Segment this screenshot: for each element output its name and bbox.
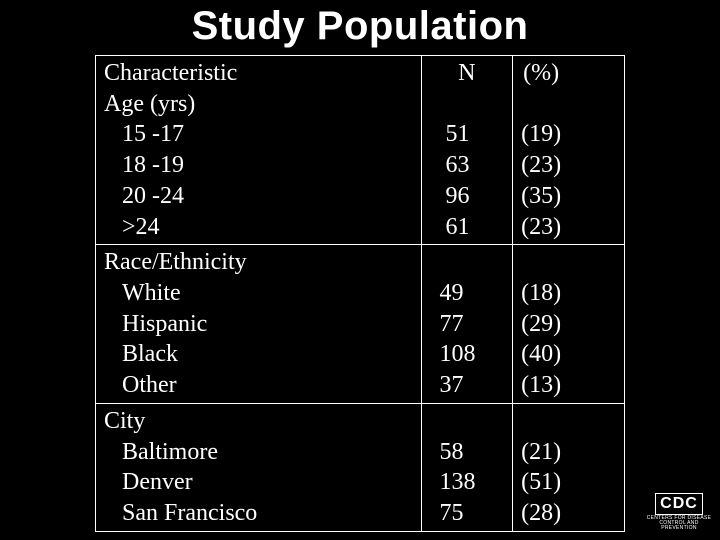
row-label: Other	[104, 370, 413, 401]
col-header-characteristic: Characteristic	[104, 58, 413, 89]
value-pct: (28)	[521, 498, 616, 529]
page-title: Study Population	[20, 4, 700, 49]
value-n: 49	[430, 278, 505, 309]
cell-pct: (18) (29) (40) (13)	[513, 245, 625, 404]
cell-characteristic: Characteristic Age (yrs) 15 -17 18 -19 2…	[96, 56, 422, 245]
cell-pct: (21) (51) (28)	[513, 403, 625, 531]
value-pct: (51)	[521, 467, 616, 498]
cell-n: N 51 63 96 61	[421, 56, 513, 245]
table-row: City Baltimore Denver San Francisco 58 1…	[96, 403, 625, 531]
value-n: 96	[430, 181, 505, 212]
cell-characteristic: City Baltimore Denver San Francisco	[96, 403, 422, 531]
row-label: 15 -17	[104, 119, 413, 150]
table-row: Race/Ethnicity White Hispanic Black Othe…	[96, 245, 625, 404]
value-pct: (29)	[521, 309, 616, 340]
value-n: 37	[430, 370, 505, 401]
cdc-logo-text: CDC	[655, 493, 703, 515]
row-label: Hispanic	[104, 309, 413, 340]
row-label: 18 -19	[104, 150, 413, 181]
value-n: 108	[430, 339, 505, 370]
col-header-n: N	[430, 58, 505, 89]
value-n: 75	[430, 498, 505, 529]
row-label: San Francisco	[104, 498, 413, 529]
cell-n: 58 138 75	[421, 403, 513, 531]
row-label: Black	[104, 339, 413, 370]
value-n: 138	[430, 467, 505, 498]
section-label: Age (yrs)	[104, 89, 413, 120]
value-n: 51	[430, 119, 505, 150]
value-pct: (13)	[521, 370, 616, 401]
section-label: City	[104, 406, 413, 437]
value-pct: (18)	[521, 278, 616, 309]
value-n: 77	[430, 309, 505, 340]
cdc-logo: CDC CENTERS FOR DISEASE CONTROL AND PREV…	[644, 490, 714, 534]
slide: Study Population Characteristic Age (yrs…	[0, 0, 720, 540]
value-pct: (19)	[521, 119, 616, 150]
section-label: Race/Ethnicity	[104, 247, 413, 278]
table-row: Characteristic Age (yrs) 15 -17 18 -19 2…	[96, 56, 625, 245]
row-label: >24	[104, 212, 413, 243]
row-label: 20 -24	[104, 181, 413, 212]
value-n: 58	[430, 437, 505, 468]
value-pct: (21)	[521, 437, 616, 468]
cell-characteristic: Race/Ethnicity White Hispanic Black Othe…	[96, 245, 422, 404]
cell-n: 49 77 108 37	[421, 245, 513, 404]
value-n: 63	[430, 150, 505, 181]
value-pct: (23)	[521, 212, 616, 243]
col-header-pct: (%)	[521, 58, 616, 89]
row-label: White	[104, 278, 413, 309]
value-pct: (23)	[521, 150, 616, 181]
cdc-logo-subtext: CENTERS FOR DISEASE CONTROL AND PREVENTI…	[644, 516, 714, 531]
row-label: Denver	[104, 467, 413, 498]
value-n: 61	[430, 212, 505, 243]
cell-pct: (%) (19) (23) (35) (23)	[513, 56, 625, 245]
value-pct: (35)	[521, 181, 616, 212]
row-label: Baltimore	[104, 437, 413, 468]
value-pct: (40)	[521, 339, 616, 370]
population-table: Characteristic Age (yrs) 15 -17 18 -19 2…	[95, 55, 625, 532]
